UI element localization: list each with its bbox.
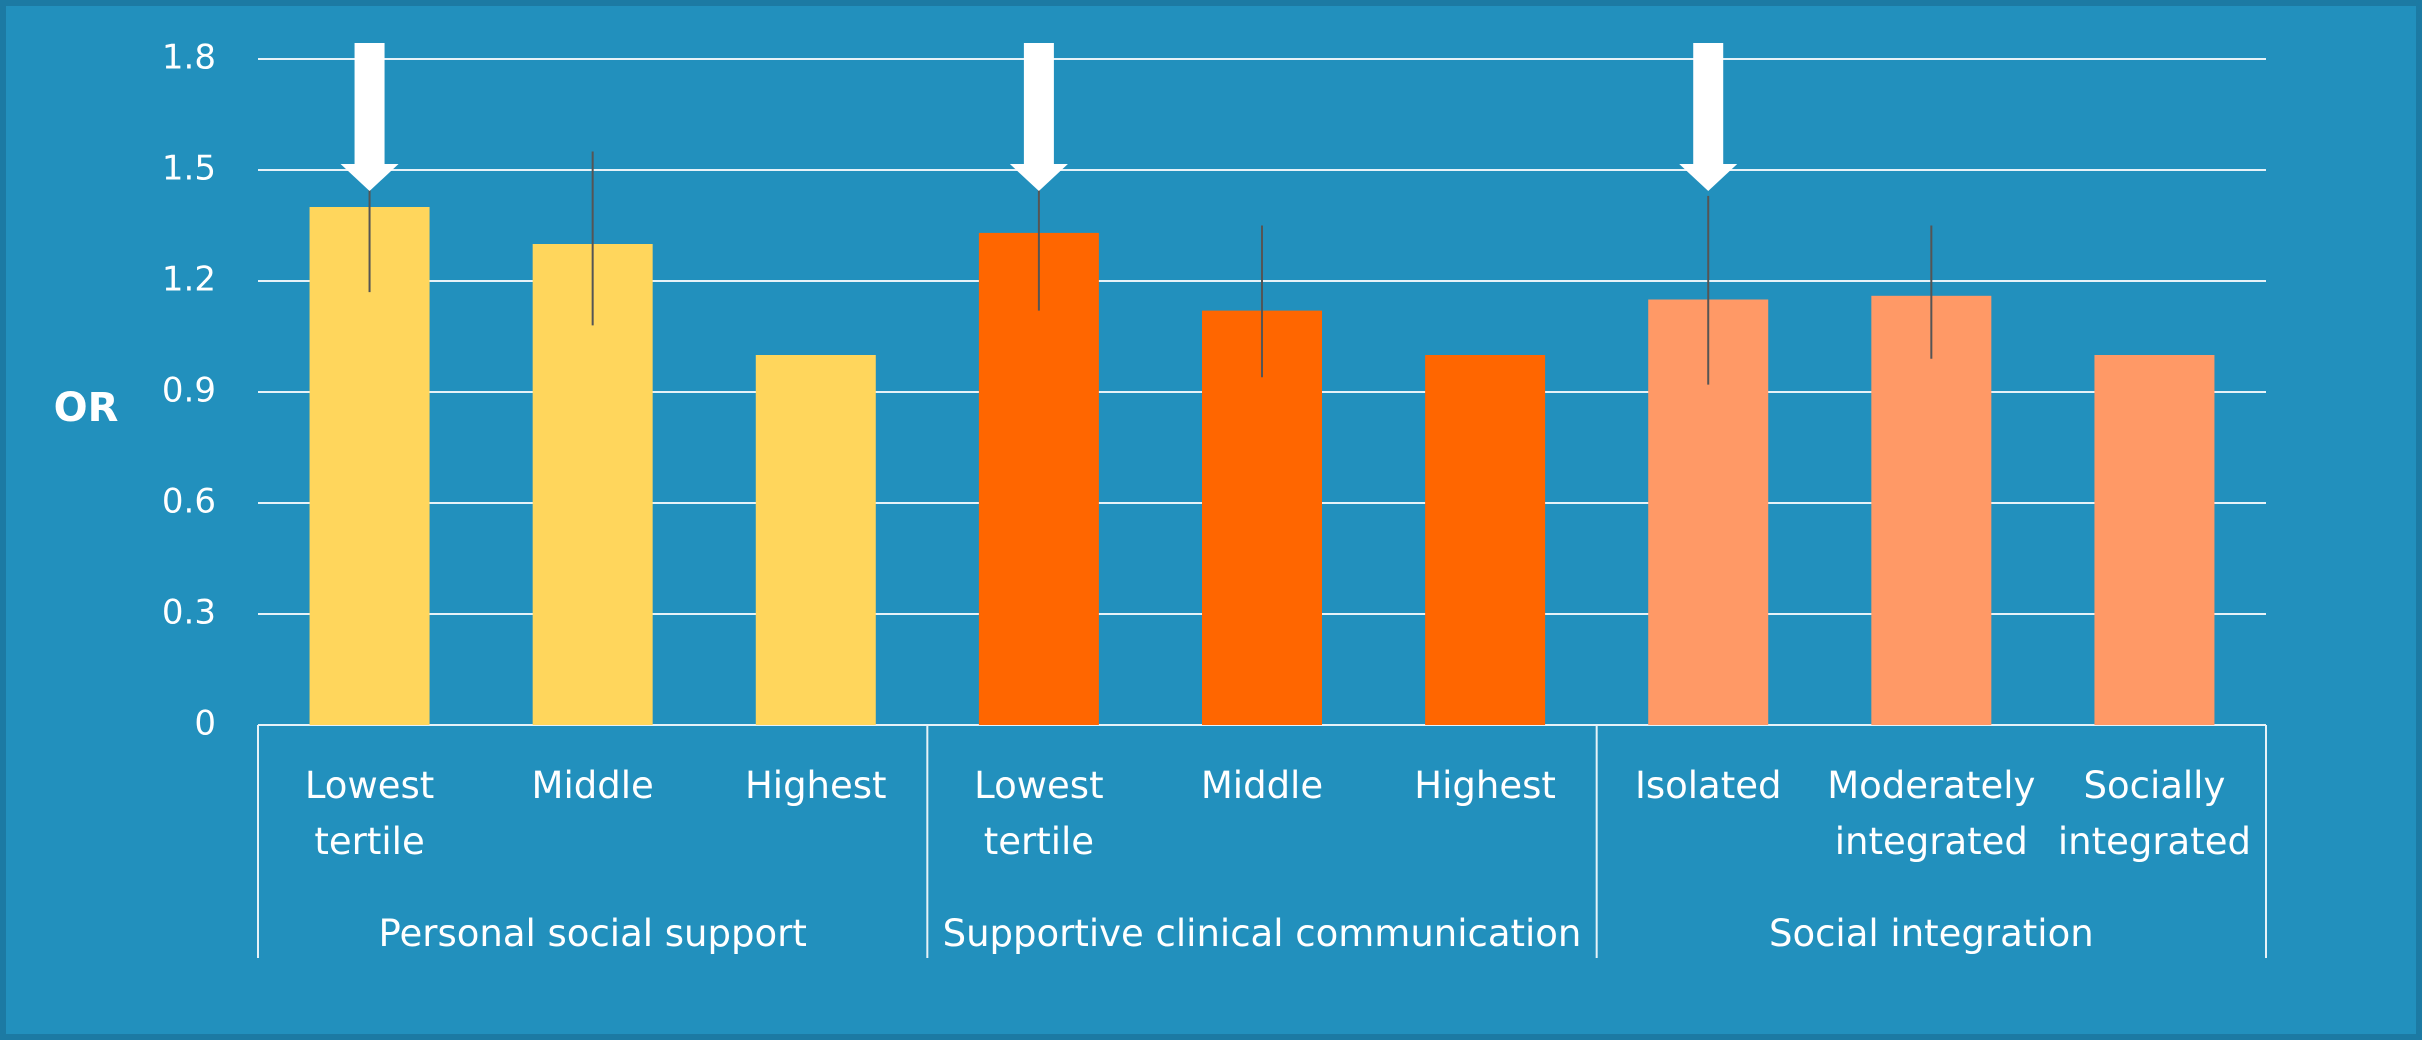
bar [2094, 355, 2215, 725]
x-tick-label: Highest [1414, 764, 1556, 807]
bar [1871, 295, 1992, 725]
bar [978, 232, 1099, 725]
x-tick-label: Middle [1200, 764, 1324, 807]
y-tick-label: 0.9 [162, 371, 216, 411]
bar [1425, 355, 1546, 725]
x-tick-label: Highest [744, 764, 887, 807]
y-tick-label: 0 [194, 704, 216, 744]
x-tick-label: Lowest tertile [974, 764, 1104, 863]
group-label: Personal social support [378, 912, 807, 955]
y-tick-label: 0.6 [162, 482, 216, 522]
y-axis-label: OR [54, 385, 119, 431]
highlight-arrow [1009, 43, 1068, 191]
x-tick-label: Lowest tertile [304, 764, 435, 863]
y-tick-label: 0.3 [162, 593, 216, 633]
bar [1202, 310, 1322, 725]
y-tick-label: 1.8 [162, 38, 216, 78]
y-tick-label: 1.5 [162, 149, 216, 189]
chart: OR 0 0.3 0.6 0.9 1.2 1.5 1.8 [54, 38, 2267, 958]
bar [309, 207, 430, 725]
x-tick-label: Moderately integrated [1827, 764, 2036, 863]
group-label: Supportive clinical communication [942, 912, 1582, 955]
x-tick-label: Middle [531, 764, 654, 807]
x-tick-label: Isolated [1634, 764, 1782, 807]
y-tick-label: 1.2 [162, 260, 216, 300]
group-label: Social integration [1768, 912, 2094, 955]
highlight-arrow [340, 43, 399, 191]
highlight-arrow [1679, 43, 1738, 191]
bar [755, 355, 876, 725]
x-tick-label: Socially integrated [2057, 764, 2251, 863]
